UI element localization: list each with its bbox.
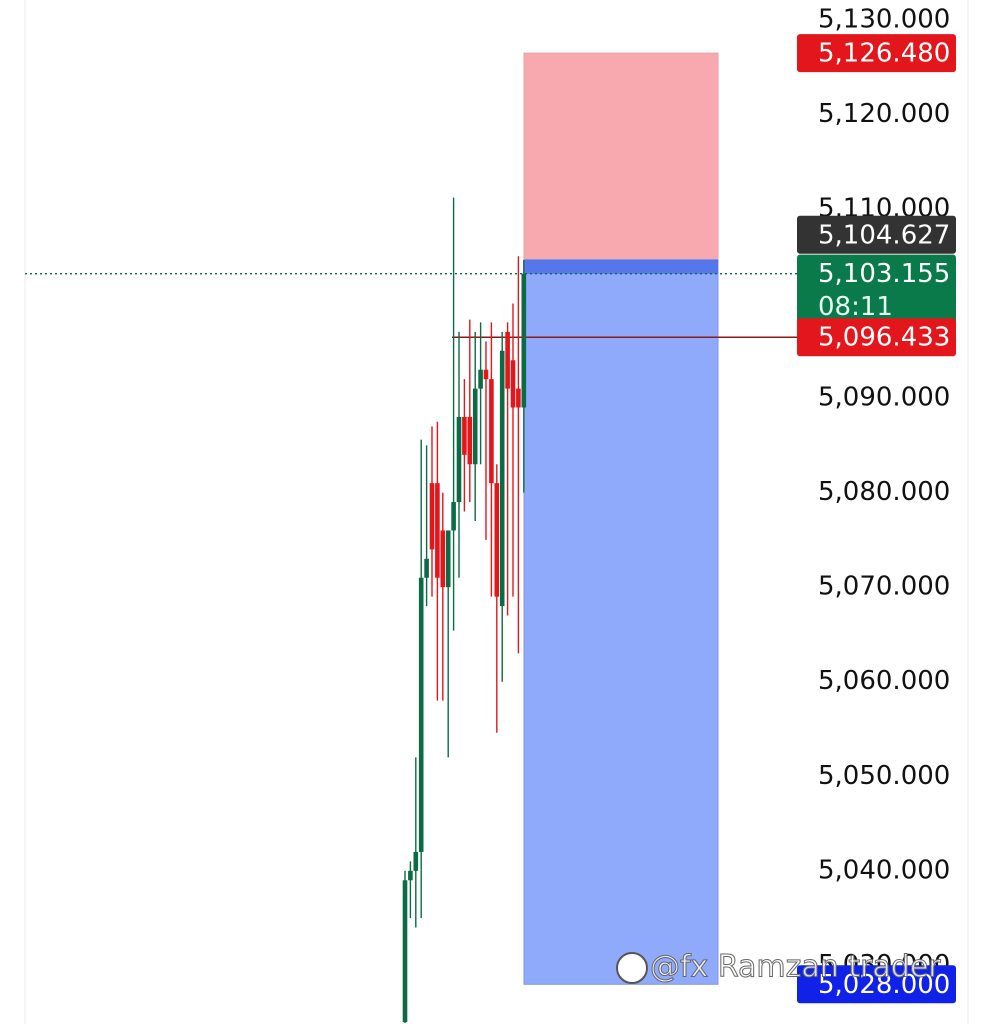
price-label: 5,103.155 xyxy=(818,259,950,289)
price-label-box xyxy=(797,34,956,73)
candle-body xyxy=(467,416,473,465)
candle-body xyxy=(418,577,424,852)
candle-body xyxy=(435,483,440,578)
candle-body xyxy=(429,483,435,550)
y-tick-label: 5,080.000 xyxy=(818,477,950,507)
candle-body xyxy=(521,273,527,408)
candle-body xyxy=(494,483,500,597)
y-tick-label: 5,090.000 xyxy=(818,383,950,413)
price-label: 5,126.480 xyxy=(818,39,950,69)
stop-zone xyxy=(523,52,719,261)
target-zone xyxy=(523,259,719,985)
candle-body xyxy=(456,416,462,503)
watermark-icon xyxy=(616,952,648,984)
candle-body xyxy=(451,502,456,531)
y-tick-label: 5,120.000 xyxy=(818,99,950,129)
price-label: 5,096.433 xyxy=(818,323,950,353)
candle-body xyxy=(472,388,478,465)
candle-body xyxy=(499,350,505,607)
watermark: @fx Ramzan trader xyxy=(650,950,941,985)
candle-body xyxy=(413,851,419,871)
candle-body xyxy=(510,360,516,408)
candle-body xyxy=(505,331,510,389)
price-label-box xyxy=(797,965,956,1004)
y-tick-label: 5,040.000 xyxy=(818,855,950,885)
price-label-timer: 08:11 xyxy=(818,292,893,322)
price-label-box xyxy=(797,254,956,329)
entry-bar xyxy=(524,259,718,274)
candle-body xyxy=(516,388,521,408)
candle-body xyxy=(402,880,408,1023)
candle-body xyxy=(440,530,446,588)
price-label-box xyxy=(797,318,956,357)
y-tick-label: 5,070.000 xyxy=(818,572,950,602)
price-label-box xyxy=(797,215,956,254)
y-tick-label: 5,130.000 xyxy=(818,4,950,34)
candle-body xyxy=(445,530,451,588)
candle-body xyxy=(483,369,489,380)
candle-body xyxy=(489,379,494,484)
price-label: 5,104.627 xyxy=(818,220,950,250)
candle-body xyxy=(478,369,483,389)
y-tick-label: 5,050.000 xyxy=(818,761,950,791)
candle-body xyxy=(408,870,413,881)
candle-body xyxy=(462,416,467,455)
price-label: 5,028.000 xyxy=(818,970,950,1000)
y-tick-label: 5,060.000 xyxy=(818,666,950,696)
candle-body xyxy=(424,558,429,578)
